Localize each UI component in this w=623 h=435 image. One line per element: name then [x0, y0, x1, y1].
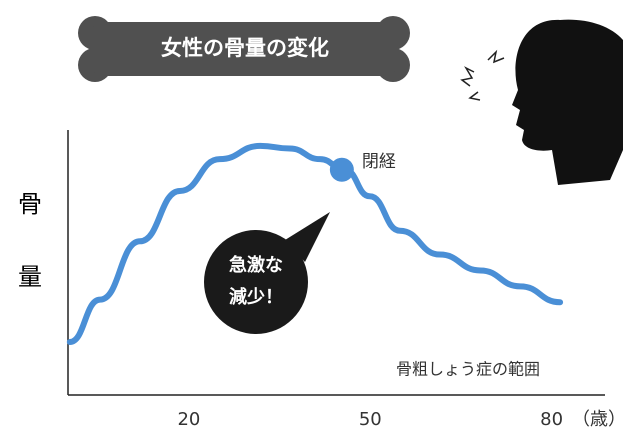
title-badge — [78, 16, 410, 82]
annotation: 減少！ — [229, 286, 283, 308]
y-axis-label: 量 — [18, 263, 42, 291]
chart-title: 女性の骨量の変化 — [161, 36, 329, 60]
annotation: 急激な — [229, 254, 283, 276]
annotation: 骨粗しょう症の範囲 — [396, 360, 540, 379]
x-tick-label: 20 — [177, 409, 200, 430]
x-tick-label: 80 — [540, 409, 563, 430]
woman-illustration — [460, 19, 623, 185]
annotation: 閉経 — [362, 152, 396, 172]
menopause-marker — [329, 157, 354, 182]
x-tick-label: 50 — [359, 409, 382, 430]
speech-bubble — [204, 212, 330, 334]
y-axis-label: 骨 — [18, 190, 42, 218]
x-axis-unit: （歳） — [572, 409, 623, 430]
line — [66, 142, 564, 345]
